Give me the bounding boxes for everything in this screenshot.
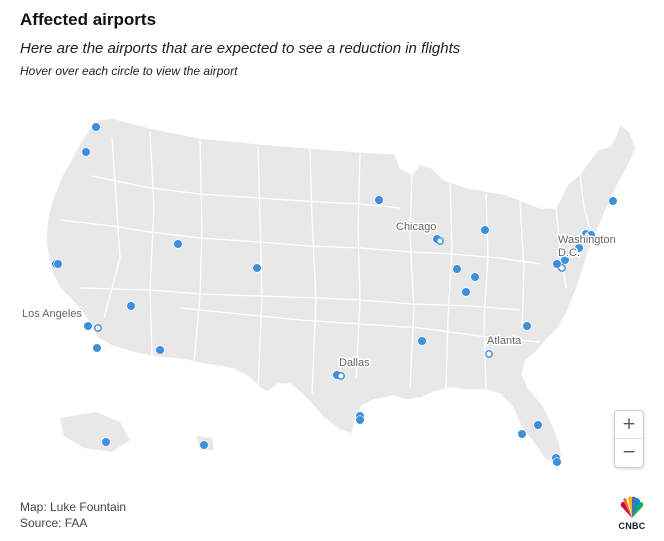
label-dallas: Dallas [339,357,370,369]
airport-circle[interactable] [522,321,532,331]
airport-circle[interactable] [560,255,570,265]
zoom-in-button[interactable]: + [621,414,637,434]
airport-circle[interactable] [517,429,527,439]
us-map-svg: Los Angeles Chicago Dallas Atlanta Washi… [21,117,637,467]
page-subtitle: Here are the airports that are expected … [20,40,461,57]
label-atlanta: Atlanta [487,335,522,347]
map-credit: Map: Luke Fountain [20,500,127,514]
airport-circle[interactable] [252,263,262,273]
airport-circle[interactable] [199,440,209,450]
airport-circle[interactable] [83,321,93,331]
airport-circle[interactable] [101,437,111,447]
airport-circle[interactable] [374,195,384,205]
airport-circle[interactable] [81,147,91,157]
airport-circle[interactable] [533,420,543,430]
page-title: Affected airports [20,10,157,29]
airport-circle[interactable] [480,225,490,235]
state-borders [59,131,593,395]
airport-circle[interactable] [461,287,471,297]
airport-circle[interactable] [91,122,101,132]
airport-circle[interactable] [485,350,493,358]
airport-circle[interactable] [126,301,136,311]
label-chicago: Chicago [396,221,436,233]
airport-circle[interactable] [173,239,183,249]
airport-circle[interactable] [452,264,462,274]
airport-circle[interactable] [608,196,618,206]
contiguous-us-land [45,117,637,465]
airport-layer [51,122,618,467]
label-washington-dc: D.C. [558,247,580,259]
zoom-control: + − [614,410,644,468]
source-credit: Source: FAA [20,516,88,530]
label-los-angeles: Los Angeles [22,308,82,320]
airport-circle[interactable] [552,457,562,467]
cnbc-logo: CNBC [612,496,652,536]
peacock-icon [620,496,644,518]
cnbc-wordmark: CNBC [618,521,646,531]
airport-circle[interactable] [470,272,480,282]
hover-hint: Hover over each circle to view the airpo… [20,64,238,78]
airport-circle[interactable] [337,372,345,380]
airport-circle[interactable] [552,259,562,269]
airport-circle[interactable] [53,259,63,269]
us-map[interactable]: Los Angeles Chicago Dallas Atlanta Washi… [0,88,664,488]
airport-circle[interactable] [355,415,365,425]
airport-circle[interactable] [436,237,444,245]
airport-circle[interactable] [92,343,102,353]
alaska-land [60,412,130,452]
zoom-out-button[interactable]: − [615,438,643,466]
airport-circle[interactable] [586,230,596,240]
airport-circle[interactable] [574,243,584,253]
label-washington: Washington [558,234,616,246]
airport-circle[interactable] [94,324,102,332]
airport-circle[interactable] [155,345,165,355]
airport-circle[interactable] [417,336,427,346]
